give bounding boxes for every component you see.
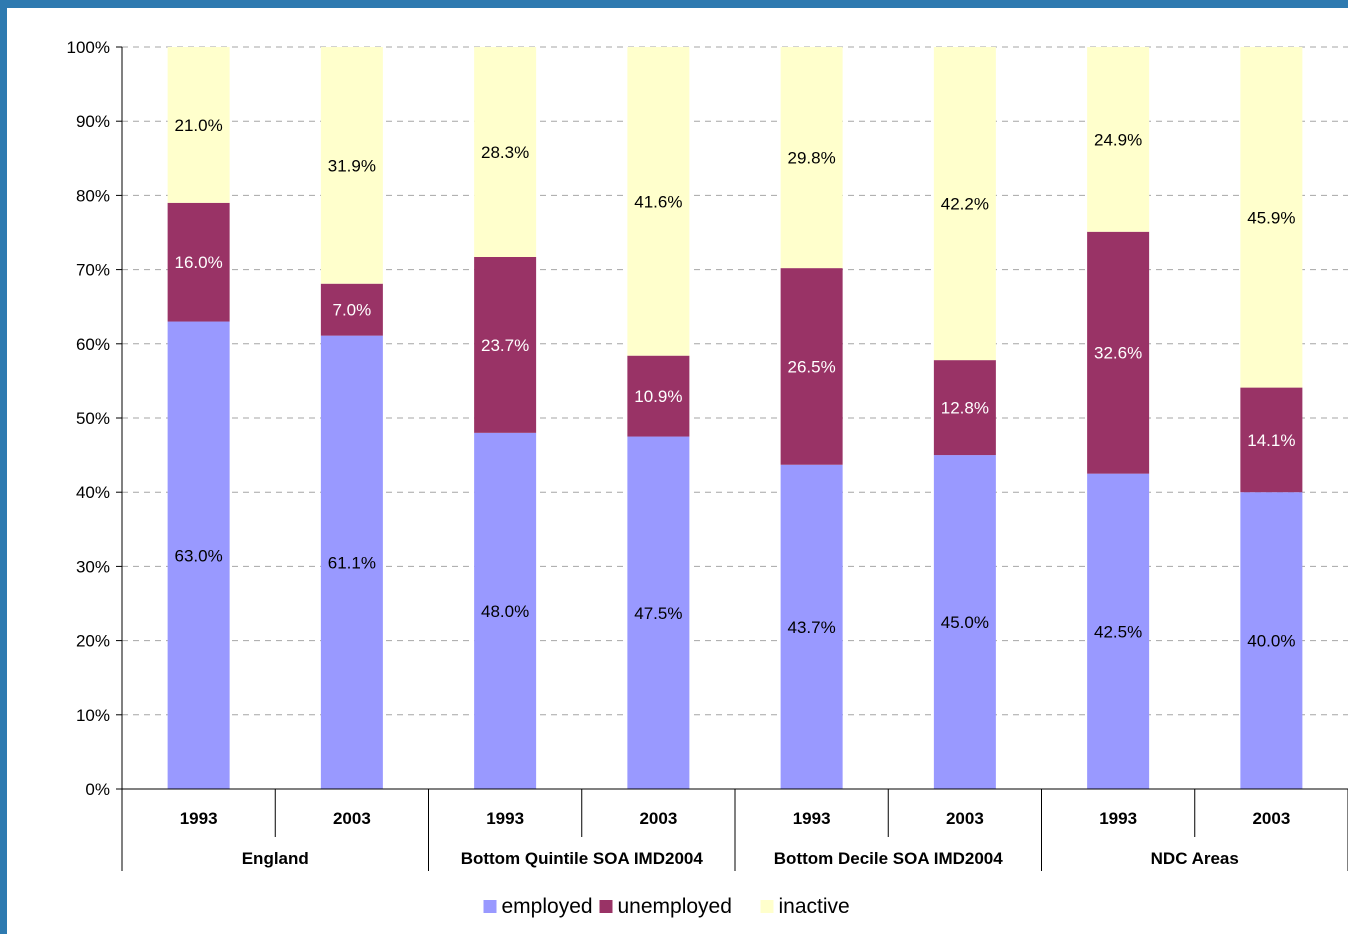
data-label-unemployed: 26.5% [788, 357, 836, 376]
data-label-employed: 47.5% [634, 604, 682, 623]
bar-segment-unemployed [933, 360, 996, 456]
data-label-employed: 48.0% [481, 602, 529, 621]
data-label-inactive: 21.0% [175, 116, 223, 135]
x-year-label: 2003 [946, 809, 984, 828]
bar-segment-unemployed [474, 256, 537, 433]
x-year-label: 2003 [333, 809, 371, 828]
y-tick-label: 10% [76, 706, 110, 725]
bar-segment-employed [1240, 492, 1303, 789]
data-label-inactive: 31.9% [328, 156, 376, 175]
x-year-label: 2003 [1252, 809, 1290, 828]
y-tick-label: 90% [76, 112, 110, 131]
x-group-label: NDC Areas [1151, 849, 1239, 868]
y-tick-label: 50% [76, 409, 110, 428]
bar-segment-inactive [627, 47, 690, 356]
bar-segment-inactive [1240, 47, 1303, 388]
legend-label-employed: employed [502, 895, 593, 918]
legend: employed unemployed inactive [483, 895, 850, 918]
y-tick-label: 30% [76, 557, 110, 576]
bars [167, 47, 1303, 789]
y-tick-label: 80% [76, 186, 110, 205]
bar-segment-employed [320, 335, 383, 789]
bar-segment-employed [167, 321, 230, 789]
bar-segment-employed [933, 455, 996, 789]
x-year-label: 1993 [180, 809, 218, 828]
bar-segment-inactive [474, 47, 537, 257]
bar-segment-employed [474, 432, 537, 789]
x-year-label: 1993 [486, 809, 524, 828]
legend-swatch-employed [483, 900, 497, 913]
data-label-inactive: 28.3% [481, 143, 529, 162]
bar-segment-unemployed [780, 268, 843, 465]
data-label-employed: 45.0% [941, 613, 989, 632]
gridlines [122, 46, 1348, 716]
bar-segment-unemployed [1240, 387, 1303, 493]
bar-segment-unemployed [167, 202, 230, 322]
data-label-unemployed: 14.1% [1247, 431, 1295, 450]
bar-segment-inactive [1087, 47, 1150, 232]
y-tick-label: 100% [67, 38, 110, 57]
bar-segment-unemployed [627, 355, 690, 437]
data-label-employed: 40.0% [1247, 632, 1295, 651]
y-tick-label: 20% [76, 632, 110, 651]
y-tick-label: 60% [76, 335, 110, 354]
y-tick-label: 0% [85, 780, 110, 799]
data-label-unemployed: 23.7% [481, 336, 529, 355]
data-label-unemployed: 32.6% [1094, 344, 1142, 363]
y-tick-label: 70% [76, 261, 110, 280]
data-label-employed: 42.5% [1094, 622, 1142, 641]
data-label-inactive: 29.8% [788, 149, 836, 168]
bar-segment-employed [780, 464, 843, 789]
legend-label-inactive: inactive [779, 895, 850, 918]
bar-segment-inactive [167, 47, 230, 203]
legend-swatch-unemployed [599, 900, 613, 913]
x-group-label: Bottom Decile SOA IMD2004 [774, 849, 1003, 868]
x-group-label: England [242, 849, 309, 868]
legend-swatch-inactive [760, 900, 774, 913]
bar-segment-employed [627, 436, 690, 789]
frame-left-border [0, 0, 7, 934]
data-label-unemployed: 7.0% [333, 301, 372, 320]
data-label-unemployed: 10.9% [634, 387, 682, 406]
data-label-unemployed: 16.0% [175, 253, 223, 272]
data-label-inactive: 45.9% [1247, 208, 1295, 227]
x-year-label: 1993 [1099, 809, 1137, 828]
axes: 0% 10% 20% 30% 40% 50% 60% 70% 80% 90% 100% 1993 200… [67, 38, 1348, 871]
bar-segment-inactive [933, 47, 996, 361]
bar-segment-inactive [780, 47, 843, 269]
data-label-employed: 43.7% [788, 618, 836, 637]
x-year-label: 1993 [793, 809, 831, 828]
bar-segment-unemployed [1087, 231, 1150, 474]
bar-segment-inactive [320, 47, 383, 284]
data-label-employed: 61.1% [328, 553, 376, 572]
data-label-unemployed: 12.8% [941, 399, 989, 418]
data-label-inactive: 42.2% [941, 195, 989, 214]
data-label-inactive: 24.9% [1094, 130, 1142, 149]
data-label-inactive: 41.6% [634, 192, 682, 211]
frame-top-border [0, 0, 1348, 8]
data-label-employed: 63.0% [175, 546, 223, 565]
legend-label-unemployed: unemployed [618, 895, 732, 918]
x-group-label: Bottom Quintile SOA IMD2004 [461, 849, 704, 868]
y-tick-label: 40% [76, 483, 110, 502]
bar-segment-employed [1087, 473, 1150, 789]
data-labels: 63.0% 16.0% 21.0% 61.1% 7.0% 31.9% 48.0% 23.7% 2… [175, 116, 1296, 651]
x-year-label: 2003 [639, 809, 677, 828]
bar-segment-unemployed [320, 283, 383, 336]
